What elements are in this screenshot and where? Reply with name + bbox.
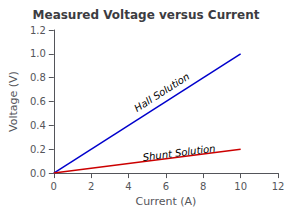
- svg-text:0.6: 0.6: [30, 96, 46, 107]
- svg-text:10: 10: [234, 181, 247, 192]
- svg-text:1.0: 1.0: [30, 48, 46, 59]
- svg-text:Voltage (V): Voltage (V): [7, 71, 20, 132]
- svg-text:4: 4: [125, 181, 131, 192]
- svg-text:0.4: 0.4: [30, 120, 46, 131]
- svg-text:12: 12: [272, 181, 285, 192]
- svg-text:0.0: 0.0: [30, 168, 46, 179]
- svg-text:6: 6: [163, 181, 169, 192]
- svg-text:2: 2: [88, 181, 94, 192]
- svg-text:Shunt Solution: Shunt Solution: [142, 143, 216, 163]
- svg-text:8: 8: [200, 181, 206, 192]
- svg-text:Measured Voltage versus Curren: Measured Voltage versus Current: [33, 8, 260, 22]
- svg-text:1.2: 1.2: [30, 25, 46, 36]
- svg-text:Hall Solution: Hall Solution: [132, 71, 191, 114]
- svg-text:0.8: 0.8: [30, 72, 46, 83]
- svg-text:0: 0: [51, 181, 57, 192]
- svg-text:Current (A): Current (A): [135, 195, 196, 208]
- svg-text:0.2: 0.2: [30, 144, 46, 155]
